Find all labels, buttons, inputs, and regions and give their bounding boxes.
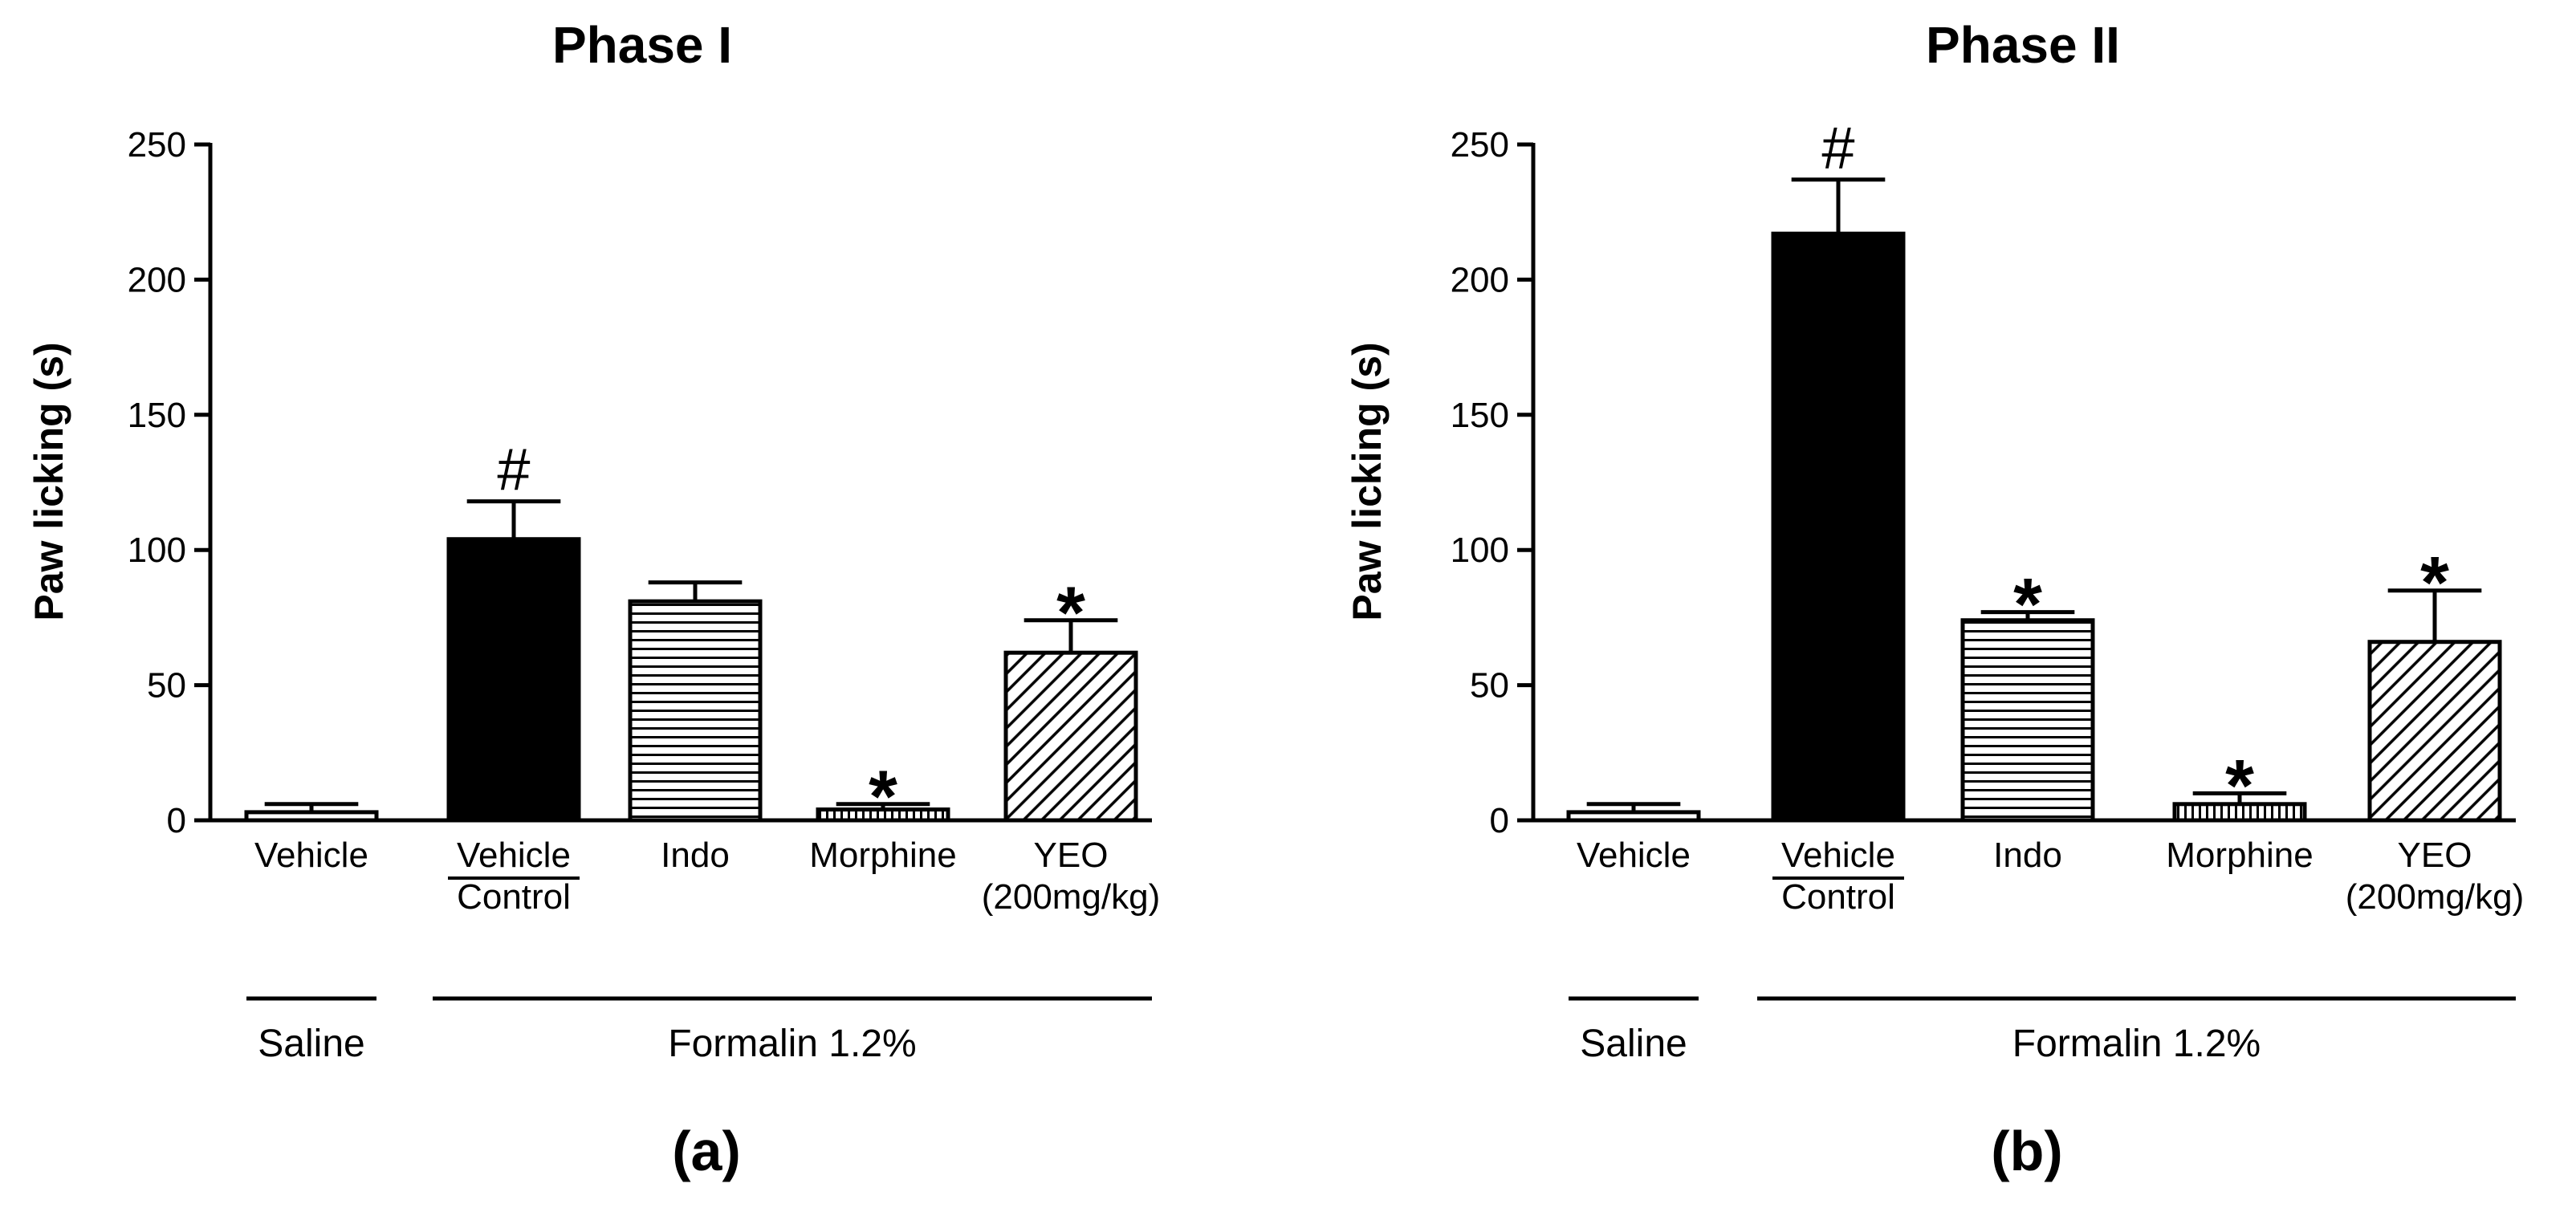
significance-star: * [869,756,897,838]
category-label: YEO [1034,836,1109,875]
significance-star: * [2420,543,2449,624]
bars: # * * * [1566,115,2502,827]
group-brackets: Saline Formalin 1.2% [1569,996,2516,1065]
category-label: Vehicle [1781,836,1895,875]
bar [2172,802,2307,823]
category-label: YEO [2398,836,2472,875]
category-label: Morphine [809,836,956,875]
bar [1960,618,2095,823]
category-label: Morphine [2166,836,2313,875]
significance-hash: # [1821,115,1854,181]
bar [628,599,763,823]
category-sublabel: Control [1781,877,1895,917]
category-label: Indo [1993,836,2062,875]
y-tick-label: 0 [167,801,186,840]
category-label: Vehicle [1577,836,1691,875]
chart-title: Phase I [552,16,732,74]
bar [244,810,379,823]
panel-b: Phase II Paw licking (s) 0 50 100 150 200 250… [1345,16,2524,1182]
bar [2367,640,2502,823]
category-sublabel: (200mg/kg) [982,877,1161,917]
category-label: Vehicle [457,836,571,875]
y-tick-label: 50 [147,666,186,706]
group-brackets: Saline Formalin 1.2% [246,996,1152,1065]
bar [1771,231,1906,823]
bar [446,537,581,823]
y-tick-label: 250 [1451,125,1509,165]
y-tick-label: 200 [128,260,186,299]
y-axis-label: Paw licking (s) [26,342,71,620]
bar [1003,650,1138,823]
bar [1566,810,1701,823]
y-ticks: 0 50 100 150 200 250 [1451,125,1533,840]
category-sublabel: Control [457,877,571,917]
y-tick-label: 50 [1470,666,1509,706]
category-sublabel: (200mg/kg) [2346,877,2525,917]
significance-star: * [1056,572,1085,654]
significance-star: * [2225,745,2254,827]
y-ticks: 0 50 100 150 200 250 [128,125,210,840]
y-tick-label: 250 [128,125,186,165]
y-tick-label: 100 [1451,531,1509,570]
y-tick-label: 150 [1451,396,1509,435]
panel-a: Phase I Paw licking (s) 050100150200250 … [26,16,1160,1182]
panel-label: (a) [672,1120,741,1182]
y-tick-label: 150 [128,396,186,435]
chart-title: Phase II [1926,16,2120,74]
significance-star: * [2013,564,2042,646]
group-label: Formalin 1.2% [668,1023,916,1065]
group-label: Saline [1580,1023,1687,1065]
y-tick-label: 100 [128,531,186,570]
y-axis-label: Paw licking (s) [1345,342,1390,620]
y-tick-label: 0 [1490,801,1509,840]
significance-hash: # [497,437,530,503]
y-tick-label: 200 [1451,260,1509,299]
group-label: Formalin 1.2% [2012,1023,2261,1065]
group-label: Saline [258,1023,364,1065]
bars: # * * [244,437,1138,838]
category-label: Indo [661,836,730,875]
bar [816,807,950,823]
panel-label: (b) [1991,1120,2062,1182]
category-label: Vehicle [254,836,368,875]
